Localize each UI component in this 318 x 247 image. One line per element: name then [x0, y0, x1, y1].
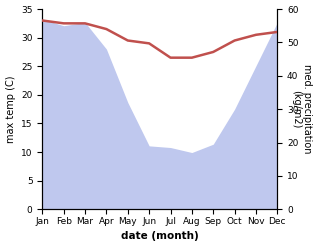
X-axis label: date (month): date (month): [121, 231, 199, 242]
Y-axis label: max temp (C): max temp (C): [5, 75, 16, 143]
Y-axis label: med. precipitation
(kg/m2): med. precipitation (kg/m2): [291, 64, 313, 154]
